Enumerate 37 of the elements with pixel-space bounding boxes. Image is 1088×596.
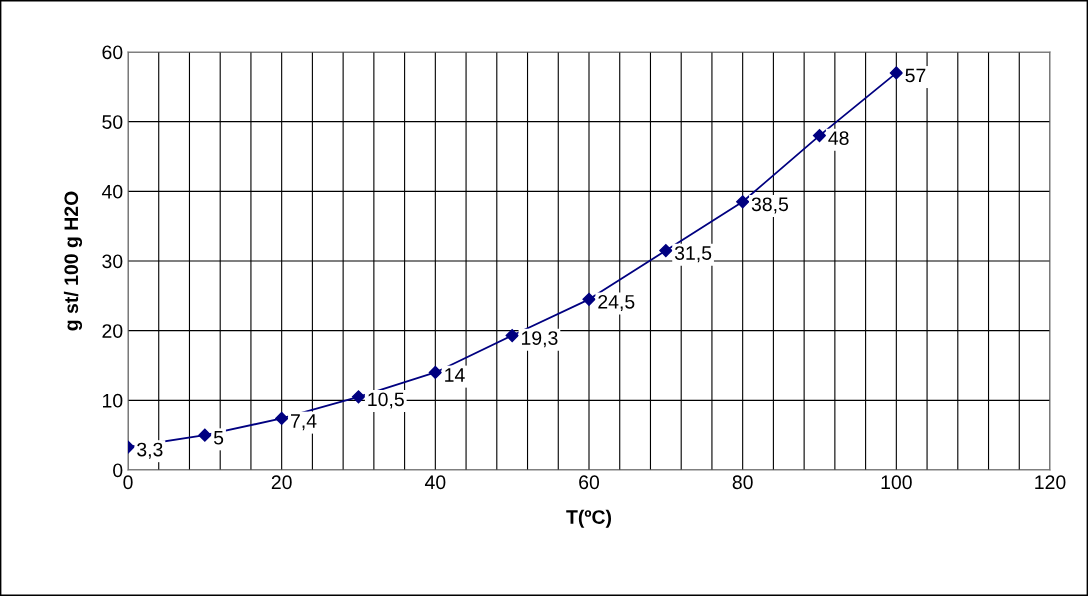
point bbox=[812, 129, 827, 143]
y-tick-label: 20 bbox=[102, 324, 123, 338]
y-tick-label: 40 bbox=[101, 184, 123, 199]
x-axis-title: T(ºC) bbox=[566, 509, 612, 528]
y-tick-label: 50 bbox=[102, 115, 123, 129]
data-label: 38,5 bbox=[751, 197, 789, 214]
x-tick-label: 120 bbox=[1035, 475, 1066, 490]
data-label: 10,5 bbox=[368, 392, 404, 409]
x-tick-label: 0 bbox=[123, 475, 133, 490]
data-label: 7,4 bbox=[291, 414, 317, 431]
point bbox=[659, 243, 673, 258]
y-tick-label: 30 bbox=[102, 254, 123, 269]
data-label: 24,5 bbox=[598, 294, 635, 311]
y-tick-label: 10 bbox=[103, 393, 123, 408]
point bbox=[275, 411, 289, 426]
x-tick-label: 60 bbox=[579, 475, 600, 490]
x-tick-label: 100 bbox=[881, 475, 912, 490]
point bbox=[889, 66, 903, 80]
x-tick-label: 20 bbox=[271, 475, 292, 490]
x-tick-label: 80 bbox=[732, 475, 753, 490]
y-axis-title: g st/ 100 g H2O bbox=[63, 191, 83, 331]
data-label: 3,3 bbox=[137, 442, 163, 459]
data-label: 57 bbox=[905, 68, 926, 83]
data-label: 31,5 bbox=[674, 246, 712, 263]
data-label: 48 bbox=[828, 131, 849, 145]
point bbox=[198, 428, 212, 442]
point bbox=[736, 195, 750, 209]
y-tick-label: 60 bbox=[102, 45, 123, 60]
point bbox=[505, 328, 519, 343]
data-label: 19,3 bbox=[521, 331, 558, 348]
data-label: 5 bbox=[213, 430, 224, 445]
point bbox=[582, 292, 596, 306]
x-tick-label: 40 bbox=[424, 475, 446, 490]
point bbox=[428, 365, 442, 380]
data-label: 14 bbox=[445, 368, 465, 382]
point bbox=[351, 390, 366, 404]
y-tick-label: 0 bbox=[113, 463, 123, 478]
